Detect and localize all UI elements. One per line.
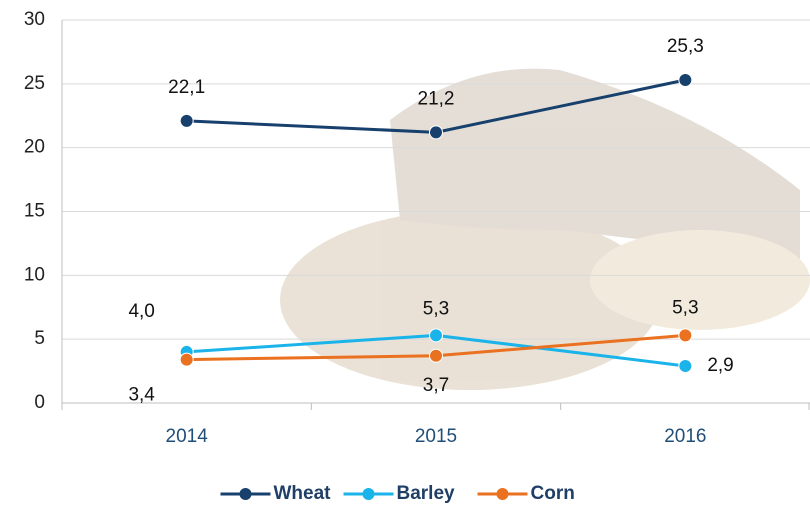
x-tick-label: 2014 (166, 426, 209, 447)
y-tick-label: 5 (34, 328, 45, 349)
point (429, 125, 443, 140)
y-tick-label: 10 (24, 264, 45, 285)
point (678, 358, 693, 373)
y-tick-label: 25 (24, 73, 45, 94)
data-label: 3,7 (423, 375, 449, 396)
legend-label: Barley (397, 483, 456, 504)
point (678, 73, 693, 88)
x-tick-label: 2016 (664, 426, 706, 447)
legend-marker (496, 488, 509, 500)
point (429, 328, 443, 343)
data-label: 21,2 (418, 88, 455, 109)
y-tick-label: 20 (24, 137, 45, 158)
data-label: 3,4 (128, 385, 155, 406)
y-tick-label: 30 (24, 9, 45, 30)
legend-marker (239, 488, 252, 500)
data-label: 4,0 (128, 301, 154, 322)
y-tick-label: 0 (34, 392, 45, 413)
x-tick-label: 2015 (415, 426, 457, 447)
data-label: 5,3 (672, 297, 698, 318)
point (678, 328, 693, 343)
point (179, 113, 194, 128)
legend-marker (362, 488, 375, 500)
data-label: 25,3 (667, 36, 704, 57)
legend-label: Corn (531, 483, 575, 504)
data-label: 2,9 (707, 355, 733, 376)
legend-label: Wheat (274, 483, 332, 504)
y-tick-label: 15 (24, 201, 45, 222)
data-label: 5,3 (423, 298, 449, 319)
data-label: 22,1 (168, 77, 205, 98)
point (429, 348, 443, 363)
background-image (280, 68, 810, 390)
point (179, 352, 194, 367)
